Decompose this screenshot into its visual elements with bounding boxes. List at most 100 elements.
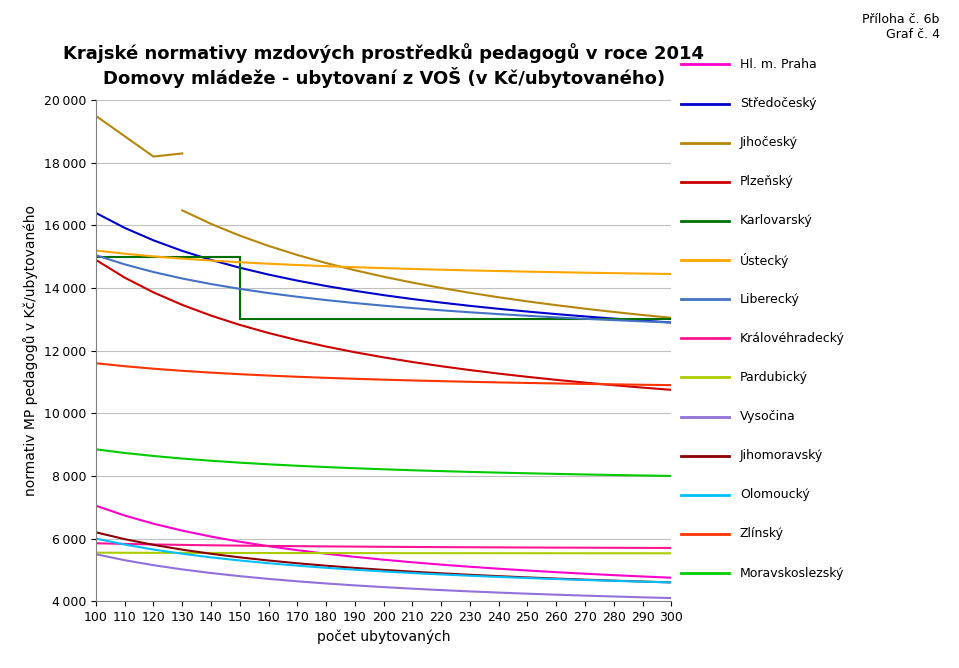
Plzeňský xyxy=(579,379,591,387)
Pardubický xyxy=(205,549,217,557)
Středočeský xyxy=(637,317,648,325)
Liberecký xyxy=(608,316,620,324)
Jihomoravský xyxy=(666,578,677,587)
Plzeňský xyxy=(205,311,217,319)
Jihomoravský xyxy=(263,556,274,564)
Středočeský xyxy=(608,315,620,323)
Text: Karlovarský: Karlovarský xyxy=(740,214,812,227)
Text: Královéhradecký: Královéhradecký xyxy=(740,332,845,345)
Olomoucký xyxy=(550,575,562,583)
Olomoucký xyxy=(176,550,188,558)
Zlínský xyxy=(176,367,188,375)
Královéhradecký xyxy=(493,543,504,551)
Hl. m. Praha xyxy=(637,572,648,580)
Liberecký xyxy=(378,302,389,310)
Hl. m. Praha xyxy=(608,571,620,579)
Liberecký xyxy=(550,313,562,321)
Liberecký xyxy=(234,285,246,293)
Text: Zlínský: Zlínský xyxy=(740,528,784,540)
Zlínský xyxy=(349,375,361,383)
Liberecký xyxy=(320,296,332,304)
Zlínský xyxy=(493,378,504,386)
Zlínský xyxy=(378,375,389,383)
Středočeský xyxy=(666,319,677,327)
Královéhradecký xyxy=(435,543,447,551)
Hl. m. Praha xyxy=(148,520,159,528)
Zlínský xyxy=(435,377,447,385)
Jihočeský xyxy=(148,152,159,160)
Moravskoslezský xyxy=(493,469,504,477)
Královéhradecký xyxy=(378,543,389,551)
Title: Krajské normativy mzdových prostředků pedagogů v roce 2014
Domovy mládeže - ubyt: Krajské normativy mzdových prostředků pe… xyxy=(63,43,704,88)
Zlínský xyxy=(119,362,130,370)
Plzeňský xyxy=(550,376,562,384)
Plzeňský xyxy=(176,301,188,309)
Ústecký xyxy=(292,261,303,269)
Vysočina xyxy=(263,575,274,583)
Text: Plzeňský: Plzeňský xyxy=(740,175,794,188)
Královéhradecký xyxy=(349,542,361,550)
Moravskoslezský xyxy=(464,468,476,476)
Pardubický xyxy=(90,548,102,556)
Line: Královéhradecký: Královéhradecký xyxy=(96,543,671,548)
Text: Příloha č. 6b
Graf č. 4: Příloha č. 6b Graf č. 4 xyxy=(862,13,940,41)
Jihomoravský xyxy=(320,562,332,570)
Vysočina xyxy=(464,587,476,595)
Ústecký xyxy=(522,268,533,276)
Středočeský xyxy=(119,224,130,232)
Královéhradecký xyxy=(320,542,332,550)
Moravskoslezský xyxy=(320,463,332,471)
Olomoucký xyxy=(435,570,447,578)
Plzeňský xyxy=(608,381,620,389)
Pardubický xyxy=(320,549,332,557)
Liberecký xyxy=(407,304,418,312)
Královéhradecký xyxy=(176,541,188,549)
Zlínský xyxy=(148,365,159,373)
Hl. m. Praha xyxy=(176,526,188,534)
Vysočina xyxy=(378,583,389,591)
Hl. m. Praha xyxy=(666,574,677,582)
Vysočina xyxy=(550,591,562,599)
Text: Ústecký: Ústecký xyxy=(740,253,789,267)
Ústecký xyxy=(464,267,476,275)
Vysočina xyxy=(637,593,648,601)
Ústecký xyxy=(119,250,130,258)
Pardubický xyxy=(522,549,533,557)
Královéhradecký xyxy=(608,544,620,552)
Vysočina xyxy=(234,572,246,580)
Vysočina xyxy=(320,579,332,587)
Moravskoslezský xyxy=(119,449,130,457)
Zlínský xyxy=(407,377,418,385)
Moravskoslezský xyxy=(522,470,533,478)
Moravskoslezský xyxy=(205,457,217,465)
Pardubický xyxy=(234,549,246,557)
Pardubický xyxy=(148,549,159,557)
Hl. m. Praha xyxy=(205,532,217,540)
Text: Jihomoravský: Jihomoravský xyxy=(740,449,823,462)
Ústecký xyxy=(666,270,677,278)
Vysočina xyxy=(608,593,620,601)
Středočeský xyxy=(90,209,102,217)
Vysočina xyxy=(349,581,361,589)
Y-axis label: normativ MP pedagogů v Kč/ubytovaného: normativ MP pedagogů v Kč/ubytovaného xyxy=(23,205,38,496)
Plzeňský xyxy=(320,343,332,351)
Plzeňský xyxy=(148,289,159,297)
Plzeňský xyxy=(464,366,476,374)
Jihomoravský xyxy=(493,572,504,580)
Olomoucký xyxy=(666,578,677,587)
Liberecký xyxy=(349,299,361,307)
Moravskoslezský xyxy=(176,454,188,462)
Plzeňský xyxy=(637,383,648,391)
Plzeňský xyxy=(263,329,274,337)
Vysočina xyxy=(435,586,447,594)
Vysočina xyxy=(522,590,533,598)
Hl. m. Praha xyxy=(464,562,476,570)
Liberecký xyxy=(435,306,447,314)
Středočeský xyxy=(464,302,476,310)
Hl. m. Praha xyxy=(320,550,332,558)
Liberecký xyxy=(292,293,303,301)
Hl. m. Praha xyxy=(493,564,504,572)
Hl. m. Praha xyxy=(292,546,303,554)
Line: Jihomoravský: Jihomoravský xyxy=(96,532,671,582)
Středočeský xyxy=(378,291,389,299)
